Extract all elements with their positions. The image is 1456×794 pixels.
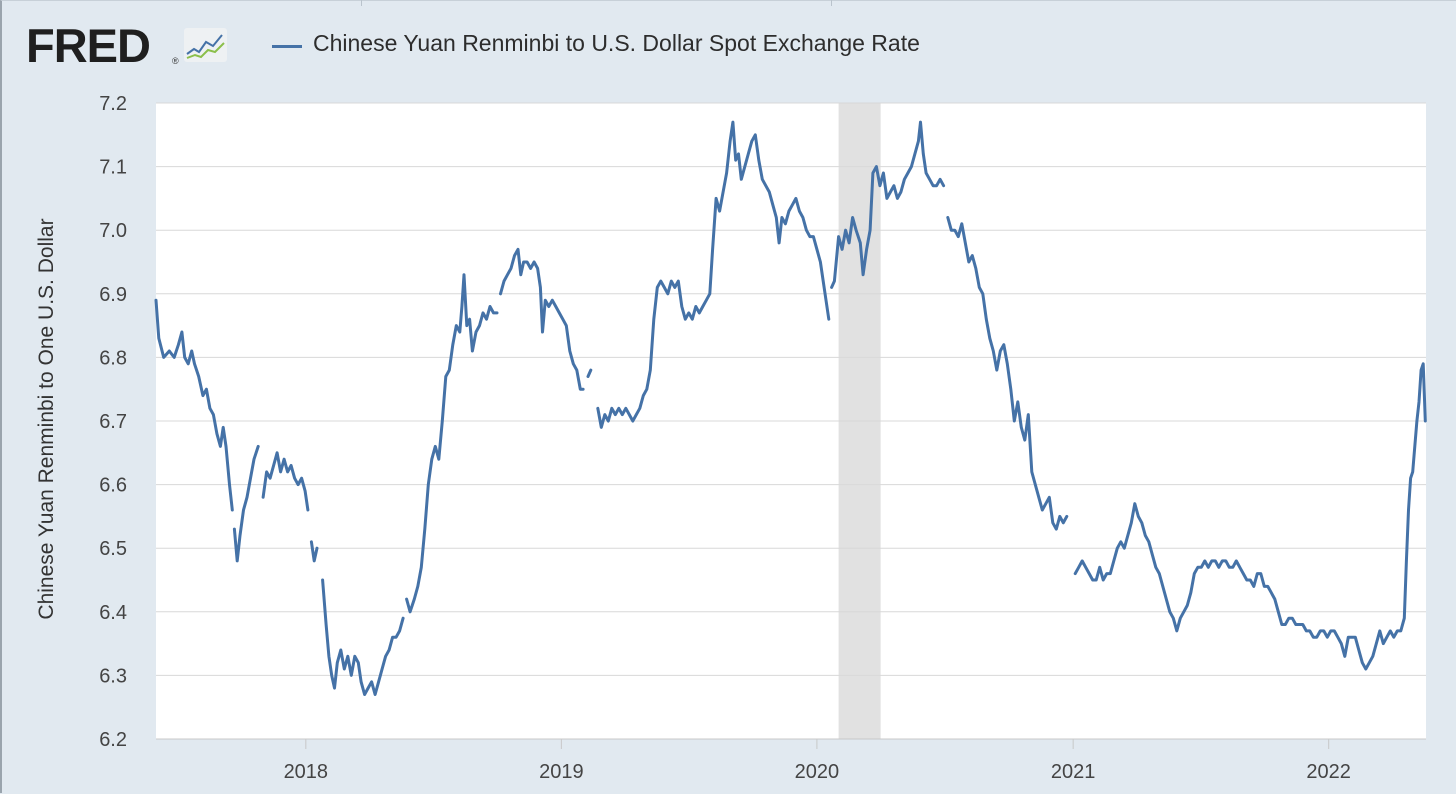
x-tick-label: 2019 [539,761,584,783]
y-tick-label: 6.7 [99,411,127,433]
y-tick-label: 7.0 [99,220,127,242]
y-tick-label: 6.3 [99,665,127,687]
grid-lines [156,102,1426,676]
y-tick-label: 7.2 [99,93,127,115]
y-tick-label: 6.9 [99,284,127,306]
legend-label[interactable]: Chinese Yuan Renminbi to U.S. Dollar Spo… [313,30,920,56]
series-line-segment[interactable] [596,120,831,429]
x-axis: 2018 2019 2020 2021 2022 [156,738,1426,783]
y-tick-label: 6.6 [99,475,127,497]
series-line-group[interactable] [154,120,1427,696]
legend-swatch [272,45,302,48]
fred-graph-icon [184,28,227,62]
series-line-segment[interactable] [405,273,499,614]
series-line-segment[interactable] [154,298,234,512]
series-line-segment[interactable] [946,216,1069,531]
series-line-segment[interactable] [261,451,310,512]
series-line-segment[interactable] [1073,362,1427,671]
x-tick-label: 2018 [284,761,329,783]
x-tick-label: 2022 [1306,761,1351,783]
y-tick-label: 6.5 [99,538,127,560]
y-tick-label: 6.4 [99,602,127,624]
series-line-segment[interactable] [830,120,946,289]
series-line-segment[interactable] [309,540,319,563]
series-line-segment[interactable] [586,368,593,378]
series-line-segment[interactable] [321,578,405,696]
y-tick-label: 6.2 [99,729,127,751]
top-tick [361,0,362,6]
x-tick-label: 2021 [1051,761,1096,783]
fred-logo[interactable]: FRED [26,19,151,72]
y-tick-label: 6.8 [99,347,127,369]
registered-mark: ® [172,56,179,66]
y-tick-label: 7.1 [99,157,127,179]
x-tick-label: 2020 [795,761,840,783]
series-line-segment[interactable] [499,247,585,391]
series-line-segment[interactable] [232,444,260,563]
y-axis: 6.2 6.3 6.4 6.5 6.6 6.7 6.8 6.9 7.0 7.1 7.2 [99,93,127,751]
top-tick [831,0,832,6]
